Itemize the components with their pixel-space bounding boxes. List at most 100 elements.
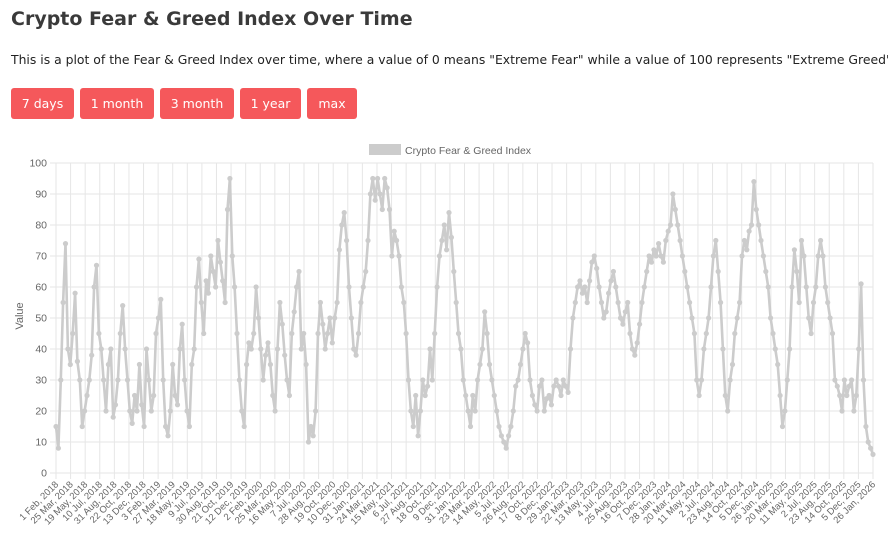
- data-point[interactable]: [132, 392, 138, 399]
- data-point[interactable]: [310, 433, 316, 439]
- data-point[interactable]: [210, 268, 216, 275]
- data-point[interactable]: [551, 383, 557, 389]
- data-point[interactable]: [820, 253, 826, 259]
- data-point[interactable]: [401, 299, 407, 306]
- data-point[interactable]: [472, 408, 478, 414]
- data-point[interactable]: [189, 361, 195, 368]
- data-point[interactable]: [577, 278, 583, 284]
- data-point[interactable]: [315, 330, 321, 337]
- data-point[interactable]: [436, 253, 443, 259]
- data-point[interactable]: [777, 392, 783, 399]
- data-point[interactable]: [320, 321, 326, 327]
- data-point[interactable]: [682, 268, 688, 275]
- data-point[interactable]: [708, 284, 714, 290]
- data-point[interactable]: [375, 175, 381, 182]
- data-point[interactable]: [498, 433, 504, 439]
- data-point[interactable]: [274, 346, 281, 352]
- data-point[interactable]: [213, 284, 219, 290]
- data-point[interactable]: [439, 237, 445, 244]
- data-point[interactable]: [184, 408, 190, 414]
- data-point[interactable]: [448, 234, 454, 240]
- data-point[interactable]: [860, 377, 867, 383]
- data-point[interactable]: [84, 392, 90, 399]
- data-point[interactable]: [163, 423, 169, 430]
- data-point[interactable]: [220, 278, 226, 284]
- data-point[interactable]: [272, 408, 278, 414]
- data-point[interactable]: [403, 330, 409, 337]
- data-point[interactable]: [720, 346, 726, 352]
- data-point[interactable]: [565, 389, 571, 395]
- data-point[interactable]: [787, 346, 793, 352]
- data-point[interactable]: [701, 346, 707, 352]
- data-point[interactable]: [765, 284, 771, 290]
- data-point[interactable]: [598, 299, 605, 306]
- data-point[interactable]: [396, 253, 402, 259]
- data-point[interactable]: [510, 408, 516, 414]
- data-point[interactable]: [208, 253, 214, 259]
- data-point[interactable]: [217, 259, 223, 265]
- data-point[interactable]: [415, 433, 421, 439]
- data-point[interactable]: [815, 253, 821, 259]
- data-point[interactable]: [82, 408, 88, 414]
- data-point[interactable]: [327, 315, 333, 321]
- data-point[interactable]: [108, 346, 114, 352]
- data-point[interactable]: [827, 315, 833, 321]
- data-point[interactable]: [151, 392, 157, 399]
- data-point[interactable]: [663, 237, 669, 244]
- data-point[interactable]: [763, 268, 769, 275]
- data-point[interactable]: [146, 377, 152, 383]
- data-point[interactable]: [124, 377, 131, 383]
- data-point[interactable]: [644, 268, 650, 275]
- data-point[interactable]: [98, 346, 104, 352]
- data-point[interactable]: [386, 206, 393, 213]
- data-point[interactable]: [241, 423, 247, 430]
- data-point[interactable]: [413, 392, 419, 399]
- data-point[interactable]: [563, 383, 569, 389]
- data-point[interactable]: [617, 315, 624, 321]
- data-point[interactable]: [89, 352, 95, 358]
- data-point[interactable]: [756, 222, 762, 228]
- data-point[interactable]: [706, 315, 712, 321]
- data-point[interactable]: [775, 361, 781, 368]
- data-point[interactable]: [491, 392, 497, 399]
- data-point[interactable]: [74, 358, 80, 364]
- data-point[interactable]: [308, 423, 314, 430]
- data-point[interactable]: [772, 346, 778, 352]
- data-point[interactable]: [139, 402, 145, 408]
- data-point[interactable]: [444, 247, 450, 253]
- data-point[interactable]: [825, 299, 831, 306]
- data-point[interactable]: [798, 237, 805, 244]
- data-point[interactable]: [560, 377, 566, 383]
- data-point[interactable]: [193, 284, 200, 290]
- data-point[interactable]: [813, 284, 819, 290]
- data-point[interactable]: [829, 330, 836, 337]
- data-point[interactable]: [553, 377, 559, 383]
- data-point[interactable]: [687, 299, 693, 306]
- data-point[interactable]: [460, 377, 466, 383]
- data-point[interactable]: [232, 284, 238, 290]
- data-point[interactable]: [353, 352, 359, 358]
- data-point[interactable]: [332, 315, 338, 321]
- data-point[interactable]: [575, 284, 581, 290]
- data-point[interactable]: [336, 247, 342, 253]
- data-point[interactable]: [863, 423, 869, 430]
- data-point[interactable]: [127, 408, 133, 414]
- data-point[interactable]: [670, 191, 676, 197]
- data-point[interactable]: [610, 268, 617, 275]
- data-point[interactable]: [117, 330, 123, 337]
- data-point[interactable]: [122, 346, 128, 352]
- data-point[interactable]: [541, 408, 547, 414]
- data-point[interactable]: [305, 439, 312, 445]
- data-point[interactable]: [53, 423, 59, 430]
- data-point[interactable]: [603, 309, 609, 315]
- data-point[interactable]: [324, 330, 331, 337]
- data-point[interactable]: [382, 175, 388, 182]
- data-point[interactable]: [112, 402, 119, 408]
- data-point[interactable]: [794, 268, 800, 275]
- data-point[interactable]: [475, 377, 481, 383]
- range-7-days-button[interactable]: 7 days: [11, 88, 74, 119]
- data-point[interactable]: [870, 451, 876, 457]
- data-point[interactable]: [608, 278, 614, 284]
- data-point[interactable]: [77, 377, 83, 383]
- data-point[interactable]: [427, 346, 433, 352]
